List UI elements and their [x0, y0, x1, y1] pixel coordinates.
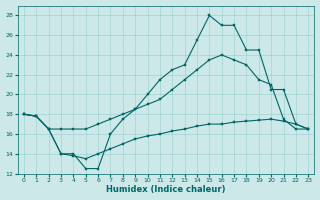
X-axis label: Humidex (Indice chaleur): Humidex (Indice chaleur) [106, 185, 226, 194]
